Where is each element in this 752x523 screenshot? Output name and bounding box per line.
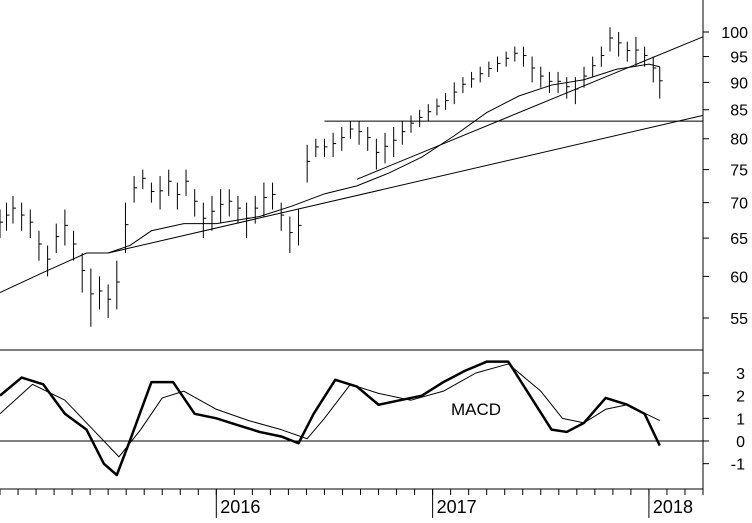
macd-tick-label: 2 xyxy=(736,389,745,406)
price-tick-label: 70 xyxy=(730,196,748,213)
price-tick-label: 100 xyxy=(721,25,748,42)
trendline xyxy=(108,114,704,254)
trendline xyxy=(356,36,704,180)
year-tick-label: 2017 xyxy=(437,497,477,517)
macd-panel xyxy=(0,360,703,477)
price-tick-label: 90 xyxy=(730,75,748,92)
price-tick-label: 95 xyxy=(730,50,748,67)
macd-signal-line xyxy=(0,363,660,458)
year-tick-label: 2016 xyxy=(220,497,260,517)
price-tick-label: 75 xyxy=(730,163,748,180)
macd-tick-label: 1 xyxy=(736,411,745,428)
year-tick-label: 2018 xyxy=(653,497,693,517)
price-panel xyxy=(0,27,704,327)
macd-annotation: MACD xyxy=(451,400,501,419)
price-tick-label: 80 xyxy=(730,132,748,149)
macd-tick-label: -1 xyxy=(731,457,745,474)
price-tick-label: 60 xyxy=(730,269,748,286)
axis-layer: 55 60 65 70 75 80 85 90 95 100 -1 0 1 2 3 2016 2017 2018 xyxy=(0,25,748,518)
price-tick-label: 65 xyxy=(730,231,748,248)
macd-tick-label: 3 xyxy=(736,366,745,383)
macd-tick-label: 0 xyxy=(736,434,745,451)
price-tick-label: 55 xyxy=(730,311,748,328)
price-tick-label: 85 xyxy=(730,103,748,120)
macd-line xyxy=(0,360,661,477)
moving-average-line xyxy=(0,63,660,294)
